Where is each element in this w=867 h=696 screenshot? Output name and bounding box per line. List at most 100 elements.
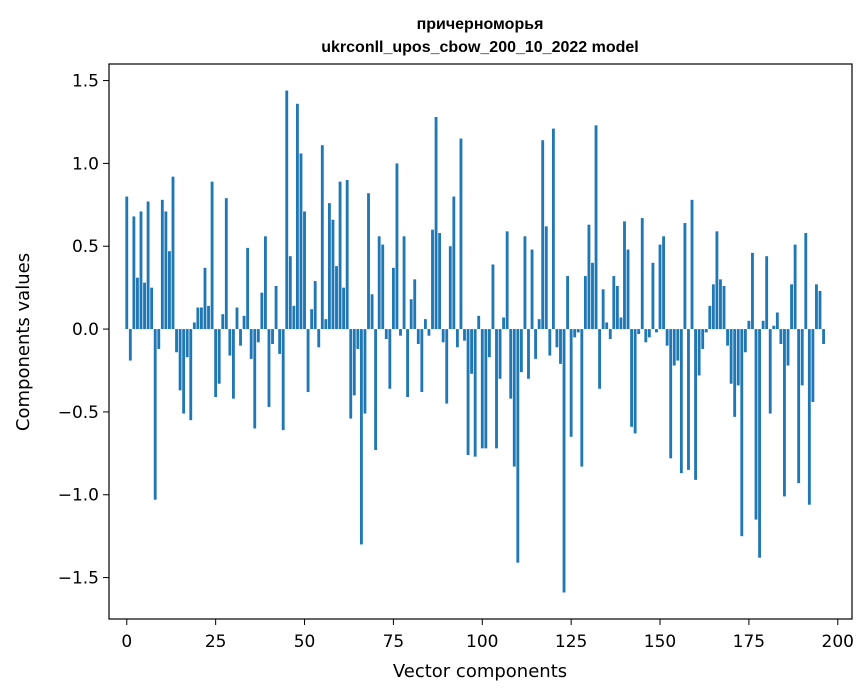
bar-156 bbox=[679, 329, 683, 474]
bar-81 bbox=[413, 279, 417, 330]
x-tick-label: 125 bbox=[555, 632, 587, 652]
bar-145 bbox=[640, 218, 644, 330]
bar-155 bbox=[676, 329, 680, 361]
bar-181 bbox=[768, 329, 772, 414]
bar-62 bbox=[345, 179, 349, 330]
bar-114 bbox=[530, 249, 534, 330]
bar-5 bbox=[143, 282, 146, 330]
bar-28 bbox=[224, 198, 228, 330]
bar-192 bbox=[807, 329, 811, 505]
bar-169 bbox=[726, 329, 729, 346]
bar-12 bbox=[168, 251, 171, 330]
bar-54 bbox=[317, 329, 321, 348]
bar-182 bbox=[772, 325, 776, 330]
y-tick-label: 1.5 bbox=[72, 72, 99, 92]
bar-49 bbox=[299, 153, 303, 330]
bar-189 bbox=[797, 329, 801, 484]
x-tick-label: 75 bbox=[383, 632, 405, 652]
bar-135 bbox=[605, 322, 609, 330]
bar-72 bbox=[381, 244, 385, 330]
bar-15 bbox=[178, 329, 182, 391]
y-tick-label: −1.5 bbox=[58, 569, 99, 589]
bar-187 bbox=[790, 284, 793, 330]
bar-162 bbox=[701, 329, 705, 349]
bar-175 bbox=[747, 320, 751, 330]
bar-77 bbox=[399, 329, 402, 336]
bar-65 bbox=[356, 329, 360, 349]
bar-111 bbox=[519, 329, 523, 373]
bar-33 bbox=[242, 315, 246, 330]
bar-92 bbox=[452, 196, 456, 330]
bar-120 bbox=[551, 128, 555, 330]
bar-127 bbox=[576, 329, 580, 333]
bar-35 bbox=[249, 329, 253, 359]
bar-95 bbox=[463, 329, 466, 341]
bar-123 bbox=[562, 329, 566, 593]
chart-title: причерноморья bbox=[417, 16, 544, 33]
bar-7 bbox=[150, 287, 154, 330]
bar-184 bbox=[779, 329, 783, 344]
bar-99 bbox=[477, 315, 481, 330]
bar-34 bbox=[246, 247, 250, 330]
bar-64 bbox=[352, 329, 356, 396]
bar-147 bbox=[647, 329, 651, 338]
bar-176 bbox=[751, 252, 754, 330]
bar-55 bbox=[320, 145, 324, 330]
bar-108 bbox=[509, 329, 513, 399]
bar-118 bbox=[544, 226, 548, 330]
y-tick-label: 0.0 bbox=[72, 320, 99, 340]
bar-112 bbox=[523, 236, 527, 330]
bar-43 bbox=[278, 329, 282, 354]
bar-11 bbox=[164, 211, 168, 330]
bar-164 bbox=[708, 305, 712, 330]
bar-27 bbox=[221, 314, 225, 330]
bar-83 bbox=[420, 329, 424, 393]
bar-38 bbox=[260, 292, 264, 330]
bar-178 bbox=[758, 329, 761, 558]
bar-131 bbox=[591, 262, 594, 330]
bar-18 bbox=[189, 329, 193, 421]
bar-109 bbox=[512, 329, 516, 467]
bar-30 bbox=[232, 329, 235, 399]
bar-101 bbox=[484, 329, 488, 449]
bar-186 bbox=[786, 329, 790, 366]
bar-168 bbox=[722, 286, 726, 330]
bar-140 bbox=[623, 221, 626, 330]
bar-89 bbox=[441, 329, 445, 343]
bar-177 bbox=[754, 329, 758, 520]
bar-104 bbox=[495, 329, 498, 449]
bar-94 bbox=[459, 138, 463, 330]
bar-159 bbox=[690, 199, 694, 330]
bar-124 bbox=[566, 276, 570, 330]
bar-0 bbox=[125, 196, 129, 330]
bar-128 bbox=[580, 329, 584, 467]
bar-100 bbox=[480, 329, 484, 449]
y-axis-ticks: −1.5 −1.0 −0.5 0.0 0.5 1.0 1.5 bbox=[58, 72, 109, 589]
bar-48 bbox=[295, 103, 299, 330]
x-tick-label: 0 bbox=[121, 632, 132, 652]
bar-106 bbox=[502, 317, 506, 330]
bar-173 bbox=[740, 329, 744, 537]
bar-25 bbox=[214, 329, 218, 397]
bar-67 bbox=[363, 329, 367, 414]
bar-165 bbox=[711, 284, 715, 330]
bars-group bbox=[125, 90, 825, 593]
bar-143 bbox=[633, 329, 637, 434]
bar-96 bbox=[466, 329, 470, 455]
bar-170 bbox=[729, 329, 733, 384]
plot-frame bbox=[108, 63, 853, 620]
bar-119 bbox=[548, 329, 552, 356]
bar-75 bbox=[391, 267, 395, 330]
x-tick-label: 150 bbox=[644, 632, 676, 652]
chart-subtitle: ukrconll_upos_cbow_200_10_2022 model bbox=[321, 39, 638, 56]
bar-141 bbox=[626, 249, 630, 330]
bar-31 bbox=[235, 307, 239, 330]
x-tick-label: 200 bbox=[822, 632, 854, 652]
bar-133 bbox=[598, 329, 602, 389]
bar-93 bbox=[455, 329, 459, 348]
bar-14 bbox=[175, 329, 178, 353]
bar-191 bbox=[804, 232, 808, 330]
bar-24 bbox=[210, 181, 214, 330]
